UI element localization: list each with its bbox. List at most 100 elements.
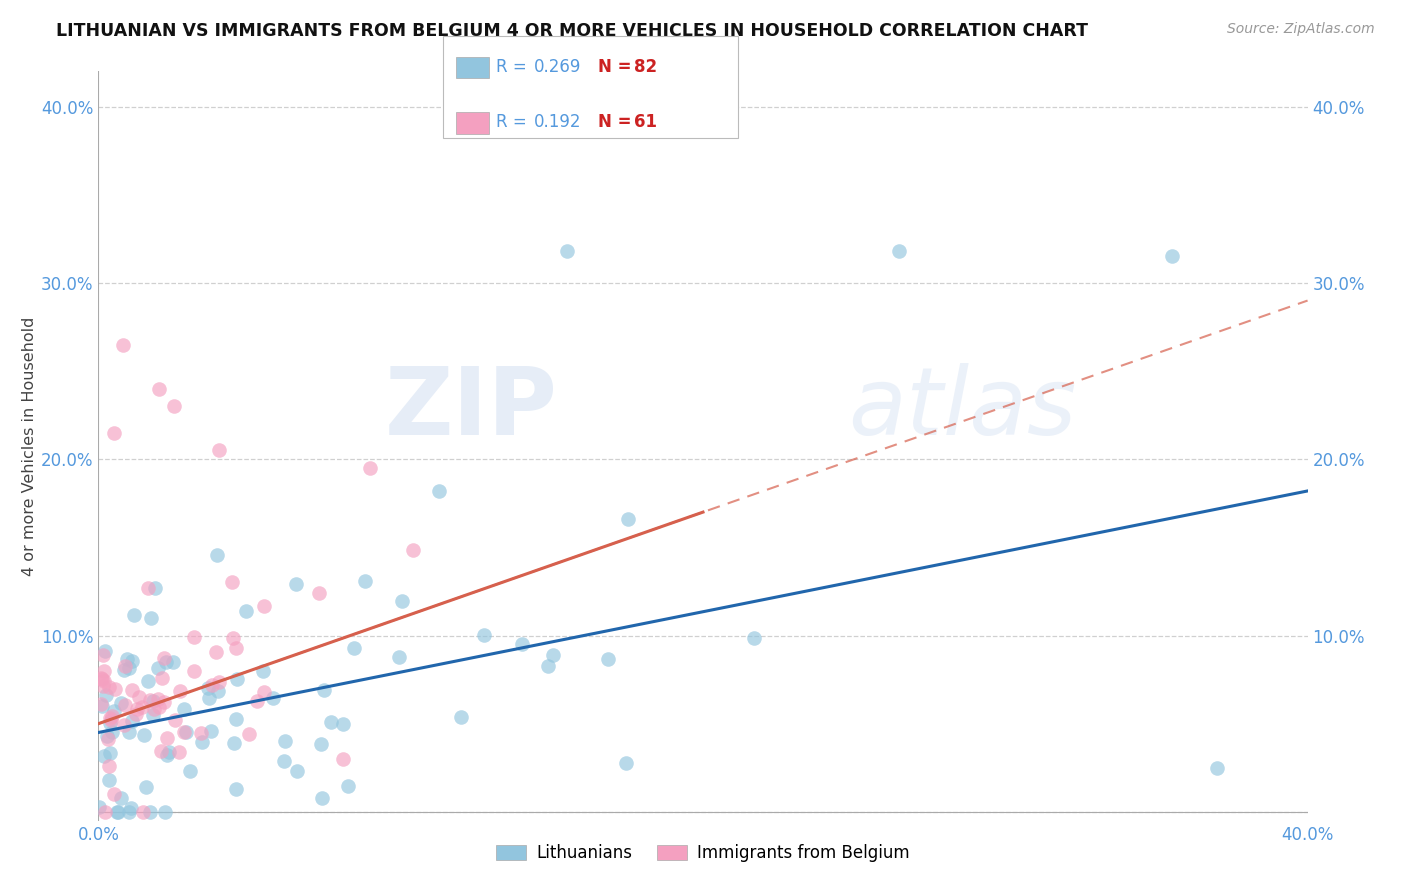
Point <box>142 708 165 723</box>
Point <box>169 684 191 698</box>
Point <box>889 244 911 259</box>
Point <box>120 801 142 815</box>
Point <box>97 772 120 787</box>
Point <box>124 607 146 622</box>
Point <box>162 655 184 669</box>
Point <box>200 724 222 739</box>
Text: Source: ZipAtlas.com: Source: ZipAtlas.com <box>1227 22 1375 37</box>
Point <box>596 652 619 666</box>
Point <box>205 645 228 659</box>
Point <box>121 682 143 697</box>
Text: N =: N = <box>598 58 637 76</box>
Point <box>128 690 150 704</box>
Text: 0.269: 0.269 <box>534 58 582 76</box>
Point <box>238 727 260 741</box>
Point <box>142 694 165 708</box>
Point <box>101 725 124 739</box>
Point <box>153 651 176 665</box>
Point <box>173 702 195 716</box>
Point <box>153 805 176 819</box>
Point <box>114 659 136 673</box>
Point <box>96 729 118 743</box>
Point <box>131 700 153 714</box>
Point <box>146 692 169 706</box>
Point <box>97 732 120 747</box>
Point <box>104 681 127 696</box>
Point <box>198 691 221 706</box>
Point <box>273 754 295 768</box>
Legend: Lithuanians, Immigrants from Belgium: Lithuanians, Immigrants from Belgium <box>489 838 917 869</box>
Point <box>226 673 249 687</box>
Point <box>138 581 160 595</box>
Point <box>135 780 157 794</box>
Point <box>205 548 228 562</box>
Point <box>93 673 115 688</box>
Point <box>1160 250 1182 264</box>
Point <box>173 725 195 739</box>
Point <box>308 586 330 600</box>
Point <box>225 782 247 797</box>
Point <box>319 714 342 729</box>
Point <box>138 693 160 707</box>
Point <box>121 654 143 668</box>
Point <box>98 681 121 695</box>
Point <box>208 675 231 690</box>
Point <box>512 637 534 651</box>
Point <box>103 704 125 718</box>
Point <box>617 512 640 526</box>
Point <box>246 694 269 708</box>
Text: LITHUANIAN VS IMMIGRANTS FROM BELGIUM 4 OR MORE VEHICLES IN HOUSEHOLD CORRELATIO: LITHUANIAN VS IMMIGRANTS FROM BELGIUM 4 … <box>56 22 1088 40</box>
Point <box>98 759 121 773</box>
Point <box>222 631 245 645</box>
Point <box>742 631 765 645</box>
Point <box>332 716 354 731</box>
Point <box>201 678 224 692</box>
Point <box>143 582 166 596</box>
Point <box>90 698 112 712</box>
Point <box>148 382 170 396</box>
Point <box>100 713 122 727</box>
Point <box>222 736 245 750</box>
Point <box>149 744 172 758</box>
Text: 0.192: 0.192 <box>534 113 582 131</box>
Point <box>150 671 173 685</box>
Point <box>388 649 411 664</box>
Point <box>112 718 135 732</box>
Point <box>94 643 117 657</box>
Point <box>402 543 425 558</box>
Text: N =: N = <box>598 113 637 131</box>
Point <box>284 577 307 591</box>
Point <box>312 682 335 697</box>
Point <box>360 461 382 475</box>
Point <box>98 746 121 760</box>
Point <box>311 737 333 751</box>
Point <box>190 734 212 748</box>
Point <box>110 790 132 805</box>
Point <box>112 663 135 677</box>
Point <box>136 674 159 689</box>
Point <box>94 805 117 819</box>
Point <box>543 648 565 663</box>
Point <box>118 805 141 819</box>
Point <box>157 745 180 759</box>
Point <box>472 628 495 642</box>
Point <box>391 594 413 608</box>
Point <box>179 764 201 779</box>
Point <box>614 756 637 771</box>
Point <box>262 690 284 705</box>
Point <box>253 599 276 614</box>
Point <box>174 724 197 739</box>
Text: atlas: atlas <box>848 363 1077 454</box>
Point <box>354 574 377 588</box>
Point <box>153 695 176 709</box>
Text: R =: R = <box>496 58 537 76</box>
Point <box>273 734 295 748</box>
Point <box>118 661 141 675</box>
Point <box>163 400 186 414</box>
Point <box>139 805 162 819</box>
Point <box>332 752 354 766</box>
Point <box>253 685 276 699</box>
Point <box>103 425 125 440</box>
Point <box>235 604 257 618</box>
Point <box>111 337 134 351</box>
